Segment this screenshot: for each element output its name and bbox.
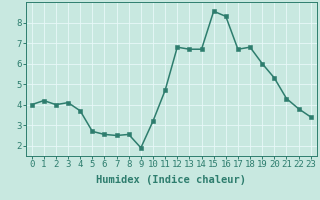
X-axis label: Humidex (Indice chaleur): Humidex (Indice chaleur) [96, 175, 246, 185]
